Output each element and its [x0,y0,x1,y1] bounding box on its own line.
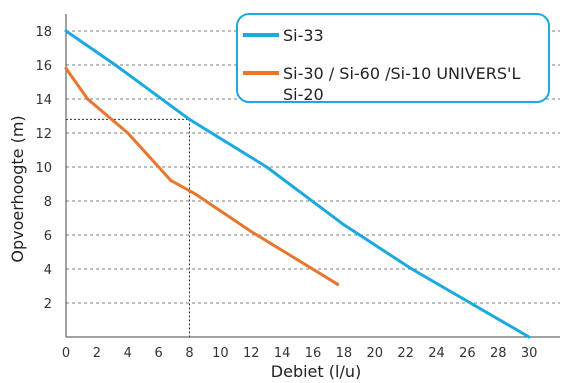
x-tick-labels: 0 2 4 6 8 10 12 14 16 18 20 22 24 26 28 30 [62,346,538,361]
series-1-point-5 [249,230,253,234]
series-1-point-3 [169,179,173,183]
legend-label-si30-line1: Si-30 / Si-60 /Si-10 UNIVERS'L [283,64,520,83]
legend-box [236,13,550,103]
y-axis-title: Opvoerhoogte (m) [8,115,27,262]
series-0-point-3 [265,165,269,169]
x-tick-label-26: 26 [459,346,476,361]
series-0-point-2 [188,117,191,121]
x-tick-label-2: 2 [93,346,101,361]
x-tick-label-4: 4 [124,346,132,361]
x-tick-label-12: 12 [243,346,260,361]
y-tick-label-4: 4 [44,263,52,278]
x-tick-label-28: 28 [490,346,507,361]
x-tick-label-10: 10 [212,346,229,361]
legend-label-si30: Si-30 / Si-60 /Si-10 UNIVERS'L Si-20 [283,64,525,104]
series-1-point-6 [336,282,340,286]
series-0-point-1 [113,63,117,67]
y-tick-label-2: 2 [44,297,52,312]
x-axis-title: Debiet (l/u) [271,362,361,381]
series-0-point-5 [410,267,414,271]
series-0-point-6 [527,335,531,339]
x-tick-label-16: 16 [305,346,322,361]
series-1-point-1 [86,97,90,101]
series-1-point-2 [126,131,130,135]
y-tick-labels: 2 4 6 8 10 12 14 16 18 [35,25,52,312]
y-tick-label-10: 10 [35,161,52,176]
series-1-point-4 [194,192,198,196]
x-tick-label-22: 22 [397,346,414,361]
x-tick-label-18: 18 [336,346,353,361]
x-tick-label-14: 14 [274,346,291,361]
guide-lines [66,118,190,337]
legend: Si-33 Si-30 / Si-60 /Si-10 UNIVERS'L Si-… [236,13,550,104]
x-tick-label-8: 8 [185,346,193,361]
y-tick-label-14: 14 [35,93,52,108]
x-tick-label-0: 0 [62,346,70,361]
y-tick-label-6: 6 [44,229,52,244]
y-tick-label-12: 12 [35,127,52,142]
legend-label-si30-line2: Si-20 [283,85,324,104]
x-tick-label-24: 24 [428,346,445,361]
y-tick-label-8: 8 [44,195,52,210]
x-tick-label-30: 30 [521,346,538,361]
series-0-point-0 [64,29,68,33]
y-tick-label-16: 16 [35,59,52,74]
series-0-point-4 [342,223,346,227]
series-1-point-0 [64,66,68,70]
x-tick-label-20: 20 [366,346,383,361]
y-tick-label-18: 18 [35,25,52,40]
x-tick-label-6: 6 [154,346,162,361]
legend-label-si33: Si-33 [283,26,324,45]
series-lines [64,29,531,339]
